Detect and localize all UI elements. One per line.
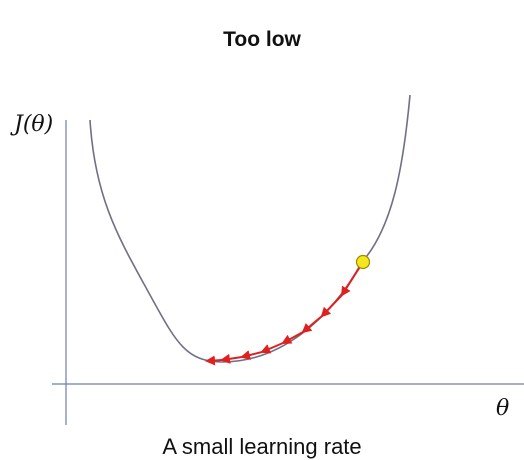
cost-function-plot — [52, 94, 524, 425]
step-arrow-icon — [260, 342, 284, 354]
step-arrow-icon — [320, 294, 343, 318]
gradient-steps — [205, 261, 364, 366]
diagram-title: Too low — [223, 28, 301, 51]
step-arrow-icon — [205, 355, 223, 366]
step-arrow-icon — [240, 350, 263, 360]
start-point-icon — [355, 254, 371, 270]
y-axis-label: J(θ) — [14, 112, 54, 137]
step-arrow-icon — [281, 331, 304, 344]
step-arrow-icon — [301, 315, 323, 334]
step-arrow-icon — [220, 353, 243, 364]
x-axis-label: θ — [496, 396, 510, 421]
cost-curve — [89, 94, 411, 363]
diagram-canvas: Too low J(θ) θ A small learning rate — [14, 28, 524, 459]
caption: A small learning rate — [162, 434, 362, 459]
